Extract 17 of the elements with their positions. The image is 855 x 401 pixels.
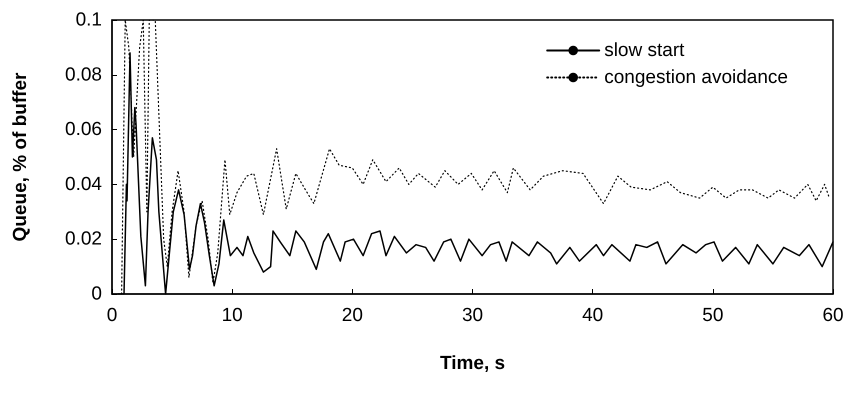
legend-label: congestion avoidance: [604, 67, 788, 88]
y-tick-label: 0.06: [65, 119, 102, 140]
y-tick-label: 0.04: [65, 174, 102, 195]
x-tick-label: 40: [582, 305, 604, 326]
y-tick-label: 0.1: [76, 10, 102, 30]
x-tick-label: 50: [702, 305, 724, 326]
legend-label: slow start: [604, 40, 686, 61]
x-tick-label: 30: [462, 305, 484, 326]
x-axis-title: Time, s: [440, 353, 506, 374]
y-axis-title: Queue, % of buffer: [10, 72, 31, 242]
x-tick-label: 60: [822, 305, 844, 326]
y-tick-label: 0.02: [65, 228, 102, 250]
y-tick-label: 0: [91, 284, 102, 304]
x-tick-label: 10: [222, 305, 243, 326]
x-tick-label: 0: [106, 305, 118, 326]
y-tick-label: 0.08: [65, 64, 102, 86]
x-tick-label: 20: [342, 305, 363, 326]
